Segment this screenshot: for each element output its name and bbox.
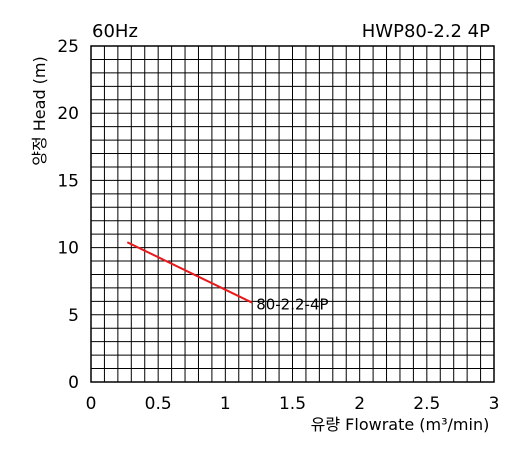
x-tick-label: 2.5	[413, 394, 440, 414]
grid	[90, 45, 495, 383]
x-tick-label: 3	[489, 394, 500, 414]
series-line	[126, 241, 253, 304]
model-label: HWP80-2.2 4P	[362, 21, 490, 42]
y-tick-label: 15	[57, 171, 79, 191]
frequency-label: 60Hz	[92, 21, 138, 42]
x-tick-labels: 0 0.5 1 1.5 2 2.5 3	[86, 394, 500, 414]
y-axis-title: 양정 Head (m)	[30, 56, 49, 166]
y-tick-label: 25	[57, 37, 79, 57]
x-tick-label: 2	[354, 394, 365, 414]
x-tick-label: 1.5	[279, 394, 306, 414]
series-label: 80-2.2-4P	[256, 296, 328, 314]
y-tick-label: 20	[57, 104, 79, 124]
x-tick-label: 0.5	[145, 394, 172, 414]
y-tick-labels: 0 5 10 15 20 25	[57, 37, 79, 393]
plot-frame	[90, 45, 495, 383]
x-tick-label: 0	[86, 394, 97, 414]
y-tick-label: 5	[68, 306, 79, 326]
x-tick-label: 1	[220, 394, 231, 414]
series-layer: 80-2.2-4P	[126, 241, 329, 314]
y-tick-label: 10	[57, 239, 79, 259]
x-axis-title: 유량 Flowrate (m³/min)	[311, 415, 490, 434]
y-tick-label: 0	[68, 373, 79, 393]
